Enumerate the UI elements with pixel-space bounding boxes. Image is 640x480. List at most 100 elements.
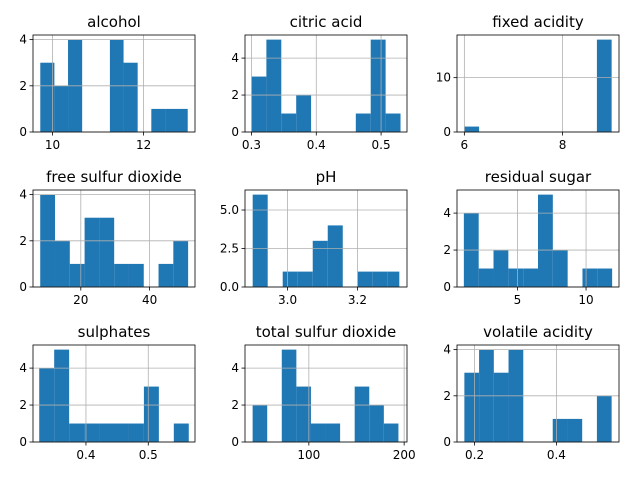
histogram-bar [55, 240, 70, 287]
x-tick-label: 40 [142, 293, 157, 307]
histogram-bar [114, 263, 129, 287]
y-tick-label: 2 [443, 389, 451, 403]
histogram-bar [281, 349, 297, 442]
x-tick-label: 10 [578, 293, 593, 307]
x-tick-label: 3.0 [278, 293, 297, 307]
histogram-bar [464, 372, 480, 442]
y-tick-label: 2 [19, 398, 27, 412]
x-tick-label: 0.2 [465, 448, 484, 462]
histogram-bar [369, 405, 384, 442]
histogram-bar [143, 386, 159, 442]
histogram-bar [327, 225, 343, 287]
y-tick-label: 0 [19, 435, 27, 449]
y-tick-label: 2 [231, 398, 239, 412]
y-tick-label: 4 [443, 343, 451, 357]
x-tick-label: 6 [461, 138, 469, 152]
y-tick-label: 0 [231, 435, 239, 449]
histogram-bar [387, 271, 400, 287]
histogram-bar [383, 423, 399, 442]
histogram-bar [310, 423, 326, 442]
histogram-bar [357, 271, 373, 287]
y-tick-label: 0 [443, 280, 451, 294]
subplot-residual-sugar: 5 10 0 2 4 residual sugar [443, 168, 620, 307]
histogram-bar [128, 423, 144, 442]
histogram-bar [282, 271, 298, 287]
y-tick-label: 4 [19, 361, 27, 375]
x-tick-label: 0.5 [372, 138, 391, 152]
x-tick-label: 100 [297, 448, 320, 462]
subplot-sulphates: 0.4 0.5 0 2 4 sulphates [19, 323, 196, 462]
histogram-bar [252, 194, 268, 287]
axes-frame [244, 34, 408, 133]
subplot-title: citric acid [290, 13, 363, 31]
histogram-bar [552, 250, 568, 287]
histogram-bar [84, 423, 100, 442]
histogram-bar [128, 263, 144, 287]
histogram-bar [251, 76, 267, 132]
histogram-bar [508, 268, 524, 287]
subplot-title: total sulfur dioxide [256, 323, 396, 341]
x-tick-label: 3.2 [348, 293, 367, 307]
y-tick-label: 0 [443, 125, 451, 139]
subplot-volatile-acidity: 0.2 0.4 0 2 4 volatile acidity [443, 323, 620, 462]
y-tick-label: 2 [443, 243, 451, 257]
histogram-bar [40, 62, 55, 132]
x-tick-label: 8 [559, 138, 567, 152]
subplot-title: volatile acidity [483, 323, 593, 341]
histogram-bar [493, 372, 509, 442]
histogram-bar [297, 271, 313, 287]
histogram-bar [296, 95, 312, 132]
histogram-bar [582, 268, 598, 287]
y-tick-label: 4 [231, 51, 239, 65]
subplot-free-sulfur-dioxide: 20 40 0 2 4 free sulfur dioxide [19, 168, 196, 307]
subplot-pH: 3.0 3.2 0.0 2.5 5.0 pH [220, 168, 408, 307]
x-tick-label: 0.4 [547, 448, 566, 462]
subplot-title: residual sugar [485, 168, 592, 186]
histogram-bar [493, 250, 509, 287]
histogram-bar [54, 85, 69, 132]
histogram-bar [597, 268, 613, 287]
y-tick-label: 0 [443, 435, 451, 449]
y-tick-label: 2 [231, 88, 239, 102]
subplot-title: pH [316, 168, 337, 186]
histogram-bar [173, 423, 189, 442]
histogram-bar [523, 268, 538, 287]
histogram-bar [312, 240, 328, 287]
histogram-bar [114, 423, 129, 442]
histogram-bar [296, 386, 311, 442]
x-tick-label: 10 [45, 138, 60, 152]
axes-frame [244, 344, 408, 443]
histogram-bar [281, 113, 297, 132]
y-tick-label: 0 [19, 125, 27, 139]
x-tick-label: 0.4 [307, 138, 326, 152]
y-tick-label: 0.0 [220, 280, 239, 294]
histogram-bar [325, 423, 341, 442]
x-tick-label: 200 [393, 448, 416, 462]
histogram-bar [123, 62, 138, 132]
histogram-bar [355, 113, 371, 132]
histogram-bar [552, 418, 568, 442]
axes-frame [244, 189, 408, 288]
x-tick-label: 0.5 [139, 448, 158, 462]
histogram-bar [370, 39, 386, 132]
x-tick-label: 5 [514, 293, 522, 307]
subplot-title: fixed acidity [492, 13, 584, 31]
histogram-bar [567, 418, 583, 442]
y-tick-label: 10 [436, 71, 451, 85]
axes-frame [32, 189, 196, 288]
y-tick-label: 4 [443, 206, 451, 220]
axes-frame [32, 34, 196, 133]
y-tick-label: 2 [19, 79, 27, 93]
histogram-bar [84, 217, 100, 287]
y-tick-label: 2 [19, 234, 27, 248]
histogram-bar [596, 395, 612, 442]
histogram-bar [252, 405, 268, 442]
histogram-bar [538, 194, 553, 287]
y-tick-label: 4 [231, 361, 239, 375]
histogram-bar [464, 126, 480, 132]
y-tick-label: 0 [231, 125, 239, 139]
subplot-total-sulfur-dioxide: 100 200 0 2 4 total sulfur dioxide [231, 323, 415, 462]
y-tick-label: 4 [19, 188, 27, 202]
x-tick-label: 12 [136, 138, 151, 152]
histogram-bar [54, 349, 70, 442]
